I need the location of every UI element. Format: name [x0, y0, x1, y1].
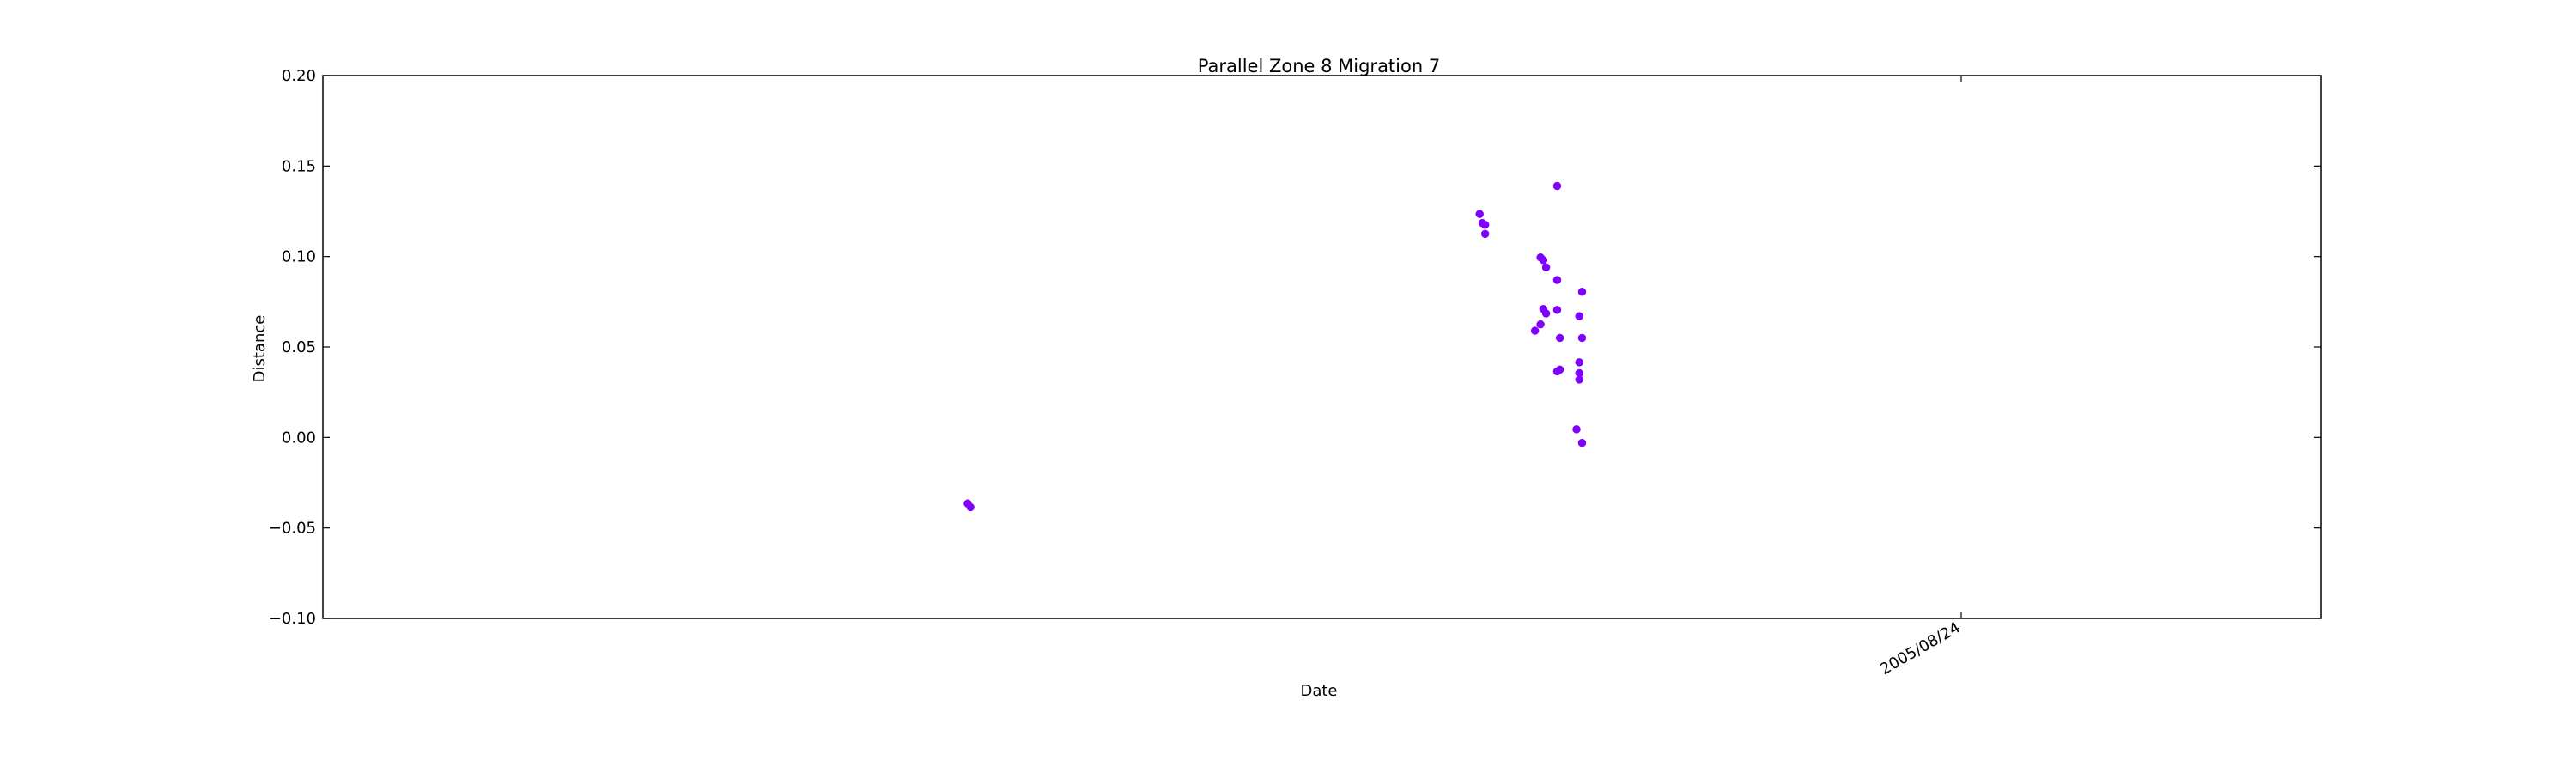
data-point [1575, 312, 1583, 320]
x-axis-label: Date [1300, 682, 1337, 700]
data-point [1552, 276, 1562, 284]
data-point [1530, 326, 1540, 335]
data-point [1575, 375, 1583, 384]
plot-frame [322, 75, 2322, 619]
chart-title: Parallel Zone 8 Migration 7 [1198, 56, 1440, 76]
data-point [1552, 306, 1562, 314]
data-point [1536, 320, 1545, 329]
y-tick-label: 0.20 [282, 67, 316, 85]
data-point [1480, 221, 1490, 229]
y-tick-label: −0.05 [269, 520, 316, 538]
data-point [1575, 358, 1583, 367]
data-point [1577, 438, 1587, 447]
data-point [1541, 309, 1551, 318]
data-point [1572, 425, 1581, 434]
y-tick-label: 0.15 [282, 157, 316, 175]
y-tick-label: −0.10 [269, 610, 316, 628]
data-point [1541, 263, 1551, 272]
data-point [1475, 210, 1484, 218]
data-point [1552, 181, 1562, 191]
data-point [1555, 333, 1564, 343]
data-point [1555, 365, 1564, 374]
data-point [1577, 287, 1587, 296]
x-tick-label: 2005/08/24 [1877, 618, 1963, 679]
y-axis-label: Distance [251, 315, 269, 383]
data-point [1577, 333, 1587, 343]
y-tick-label: 0.00 [282, 429, 316, 447]
y-tick-label: 0.10 [282, 248, 316, 266]
data-point [1539, 256, 1548, 265]
data-point [1480, 229, 1490, 239]
plot-layer: −0.10 −0.05 0.00 0.05 0.10 0.15 0.20 2005/08/24 [269, 67, 2322, 679]
y-tick-label: 0.05 [282, 338, 316, 356]
data-point [966, 502, 975, 512]
